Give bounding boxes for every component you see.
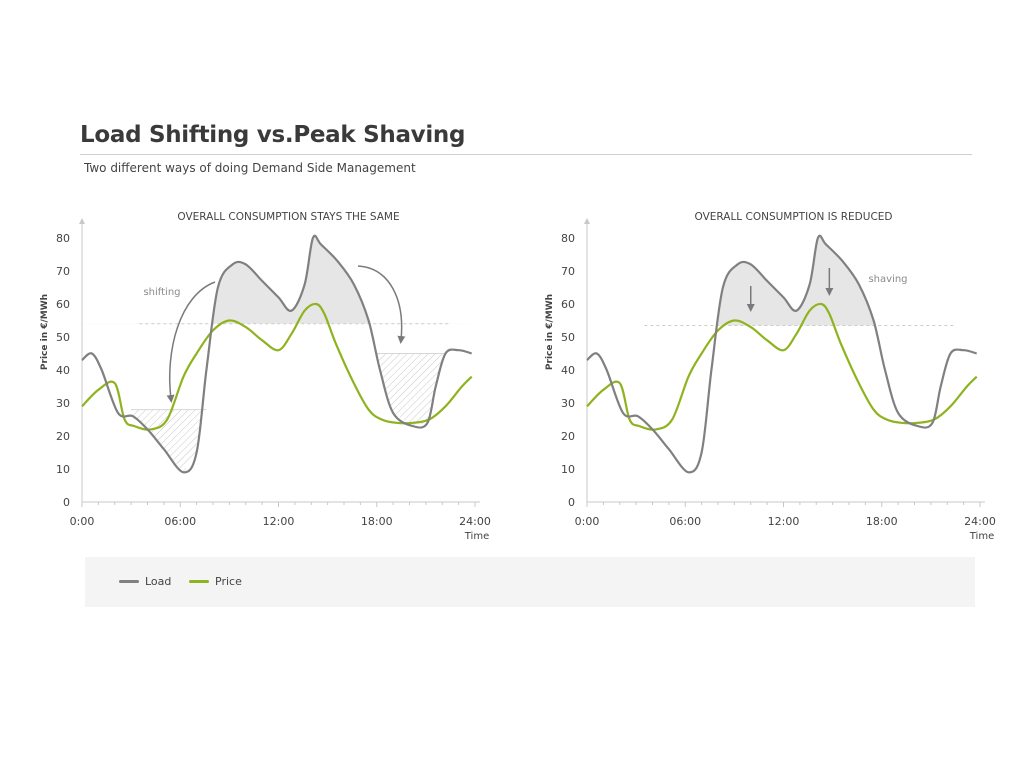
y-axis-label: Price in €/MWh xyxy=(40,294,50,370)
legend-label-load: Load xyxy=(145,575,172,588)
legend-item-price: Price xyxy=(189,575,242,588)
page-title: Load Shifting vs.Peak Shaving xyxy=(80,122,466,148)
peak-area xyxy=(716,235,875,326)
chart-shaving: OVERALL CONSUMPTION IS REDUCED Price in €… xyxy=(545,211,996,542)
y-axis-arrow xyxy=(584,218,590,224)
header: Load Shifting vs.Peak Shaving Two differ… xyxy=(80,122,972,175)
annotation-label: shaving xyxy=(868,274,907,285)
y-tick-label: 0 xyxy=(63,496,70,509)
y-tick-label: 10 xyxy=(56,463,70,476)
chart-shifting: OVERALL CONSUMPTION STAYS THE SAME Price … xyxy=(40,211,491,542)
series-line-load xyxy=(81,234,473,474)
annotation-label: shifting xyxy=(143,287,180,298)
x-tick-label: 0:00 xyxy=(575,515,600,528)
y-tick-label: 30 xyxy=(561,397,575,410)
x-tick-label: 18:00 xyxy=(866,515,898,528)
y-tick-label: 50 xyxy=(561,331,575,344)
shift-arrow-right xyxy=(357,265,406,344)
y-tick-label: 80 xyxy=(561,232,575,245)
y-tick-label: 60 xyxy=(561,298,575,311)
legend-label-price: Price xyxy=(215,575,242,588)
valley-fill-morning xyxy=(131,409,207,473)
y-tick-label: 70 xyxy=(561,265,575,278)
x-tick-label: 12:00 xyxy=(768,515,800,528)
y-axis-label: Price in €/MWh xyxy=(545,294,555,370)
x-tick-label: 24:00 xyxy=(459,515,491,528)
x-tick-label: 06:00 xyxy=(669,515,701,528)
y-tick-label: 70 xyxy=(56,265,70,278)
x-axis-label: Time xyxy=(464,531,489,542)
y-tick-label: 0 xyxy=(568,496,575,509)
peak-area xyxy=(82,235,472,324)
y-tick-label: 60 xyxy=(56,298,70,311)
y-tick-label: 20 xyxy=(561,430,575,443)
y-tick-label: 20 xyxy=(56,430,70,443)
page-subtitle: Two different ways of doing Demand Side … xyxy=(84,161,416,175)
title-divider xyxy=(80,154,972,155)
x-axis-label: Time xyxy=(969,531,994,542)
chart-title: OVERALL CONSUMPTION STAYS THE SAME xyxy=(177,211,399,223)
y-tick-label: 40 xyxy=(56,364,70,377)
legend-swatch-price xyxy=(189,580,209,583)
valley-fill-evening xyxy=(376,353,446,427)
legend-swatch-load xyxy=(119,580,139,583)
y-tick-label: 10 xyxy=(561,463,575,476)
shift-arrow-left xyxy=(166,281,216,403)
y-tick-label: 30 xyxy=(56,397,70,410)
x-tick-label: 24:00 xyxy=(964,515,996,528)
legend: Load Price xyxy=(85,557,975,607)
x-tick-label: 0:00 xyxy=(70,515,95,528)
legend-item-load: Load xyxy=(119,575,171,588)
y-tick-label: 80 xyxy=(56,232,70,245)
x-tick-label: 12:00 xyxy=(263,515,295,528)
y-tick-label: 50 xyxy=(56,331,70,344)
y-axis-arrow xyxy=(79,218,85,224)
x-tick-label: 18:00 xyxy=(361,515,393,528)
x-tick-label: 06:00 xyxy=(164,515,196,528)
y-tick-label: 40 xyxy=(561,364,575,377)
chart-title: OVERALL CONSUMPTION IS REDUCED xyxy=(695,211,893,223)
series-line-load xyxy=(586,234,978,474)
